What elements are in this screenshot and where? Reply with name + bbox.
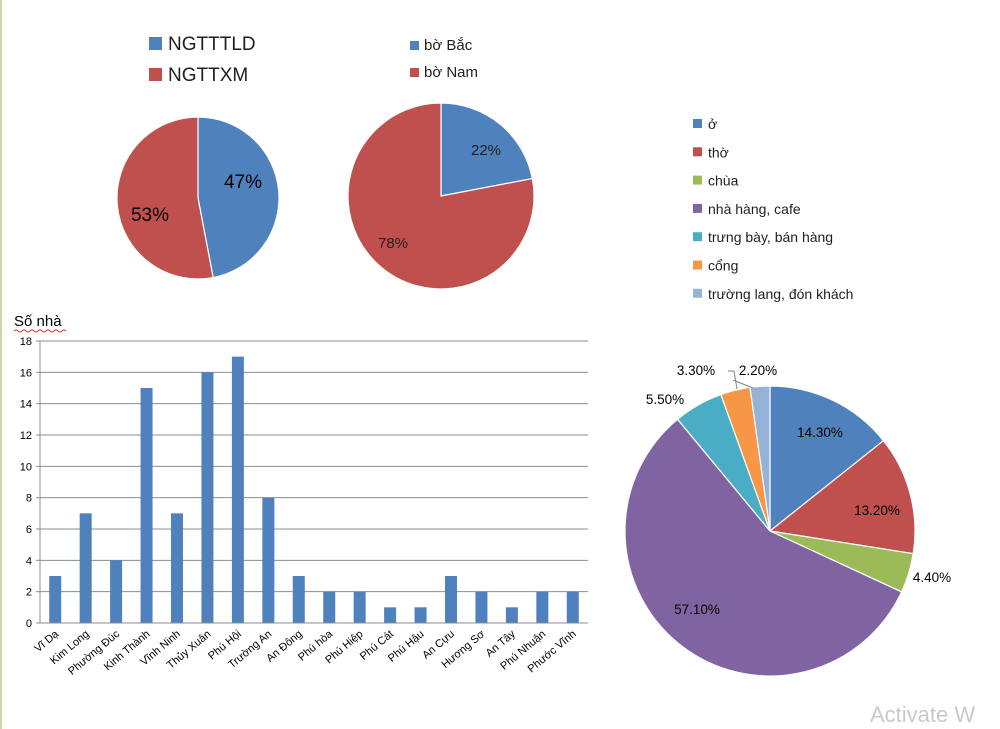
pie3-legend-swatch-3	[693, 203, 702, 213]
bar-1	[79, 513, 92, 623]
pie3-slice-6	[749, 385, 771, 532]
bar-ytick-label-7: 14	[20, 399, 32, 411]
pie3-data-label-1: 13.20%	[854, 503, 900, 518]
pie-chart-2: bờ Bắc bờ Nam 22% 78%	[347, 37, 535, 290]
bar-16	[536, 591, 549, 623]
activate-windows-watermark: Activate W	[870, 702, 976, 727]
pie3-legend-swatch-4	[693, 232, 702, 242]
bar-y-axis-title-spellcheck-underline	[13, 329, 67, 333]
bar-ytick-label-8: 16	[20, 367, 32, 379]
bar-7	[262, 497, 275, 623]
bar-5	[201, 372, 214, 623]
pie3-leader-line-6	[732, 379, 754, 389]
bar-ytick-label-5: 10	[20, 461, 32, 473]
bar-9	[323, 591, 336, 623]
pie3-data-label-2: 4.40%	[913, 570, 951, 585]
pie3-legend-swatch-5	[693, 260, 702, 270]
pie2-legend-label-0: bờ Bắc	[424, 37, 473, 54]
pie1-legend-label-1: NGTTXM	[168, 65, 248, 86]
pie3-data-label-3: 57.10%	[674, 602, 720, 617]
bar-ytick-label-3: 6	[26, 524, 32, 536]
pie3-data-label-6: 2.20%	[739, 363, 777, 378]
bar-17	[566, 591, 579, 623]
bar-ytick-label-6: 12	[20, 430, 32, 442]
bar-4	[171, 513, 183, 623]
bar-ytick-label-2: 4	[26, 555, 32, 567]
pie3-legend-swatch-1	[693, 147, 702, 157]
pie2-slice-0	[440, 102, 534, 197]
pie3-data-label-0: 14.30%	[797, 425, 843, 440]
bar-0	[49, 576, 62, 623]
pie3-legend-label-3: nhà hàng, cafe	[708, 201, 801, 217]
pie3-slice-3	[624, 418, 903, 677]
bar-10	[353, 591, 366, 623]
pie2-data-label-1: 78%	[378, 235, 408, 252]
pie3-slice-0	[769, 385, 885, 533]
pie1-data-label-0: 47%	[224, 172, 262, 193]
pie3-leader-line-5	[728, 370, 738, 390]
pie-chart-1: NGTTTLD NGTTXM 47% 53%	[116, 34, 280, 280]
pie2-slice-1	[347, 102, 535, 290]
pie3-legend-swatch-0	[693, 119, 702, 128]
bar-8	[292, 576, 305, 623]
pie3-legend-swatch-2	[693, 175, 702, 185]
pie2-legend-swatch-1	[410, 68, 419, 77]
bar-ytick-label-4: 8	[26, 493, 32, 505]
pie3-legend-label-0: ở	[708, 116, 717, 132]
bar-12	[414, 607, 427, 623]
pie2-legend-label-1: bờ Nam	[424, 64, 478, 81]
pie3-legend-label-1: thờ	[708, 144, 729, 160]
bar-15	[505, 607, 518, 623]
bar-11	[384, 607, 397, 623]
pie1-data-label-1: 53%	[131, 205, 169, 226]
pie3-legend-label-4: trưng bày, bán hàng	[708, 229, 833, 245]
bar-3	[140, 388, 153, 623]
bar-ytick-label-9: 18	[20, 336, 32, 348]
pie3-slice-1	[768, 439, 916, 555]
pie3-legend-swatch-6	[693, 288, 702, 298]
bar-y-axis-title: Số nhà	[14, 313, 62, 330]
pie3-data-label-4: 5.50%	[646, 392, 684, 407]
pie2-data-label-0: 22%	[471, 142, 501, 159]
pie2-legend-swatch-0	[410, 41, 419, 50]
pie3-legend-label-2: chùa	[708, 173, 739, 189]
bar-13	[445, 576, 457, 623]
pie1-legend-swatch-0	[149, 37, 162, 50]
pie3-legend-label-6: trường lang, đón khách	[708, 286, 853, 302]
pie1-slice-1	[116, 116, 214, 280]
bar-2	[110, 560, 123, 623]
pie1-legend-swatch-1	[149, 68, 162, 81]
bar-ytick-label-1: 2	[26, 587, 32, 599]
pie3-legend-label-5: cổng	[708, 258, 738, 274]
left-edge-rule	[0, 0, 2, 729]
pie3-data-label-5: 3.30%	[677, 363, 715, 378]
pie-chart-3: ở thờ chùa nhà hàng, cafe trưng bày, bán hàn…	[624, 116, 951, 677]
bar-ytick-label-0: 0	[26, 618, 32, 630]
pie1-legend-label-0: NGTTTLD	[168, 34, 256, 55]
bar-14	[475, 591, 488, 623]
pie1-slice-0	[197, 116, 280, 279]
bar-6	[231, 356, 244, 623]
